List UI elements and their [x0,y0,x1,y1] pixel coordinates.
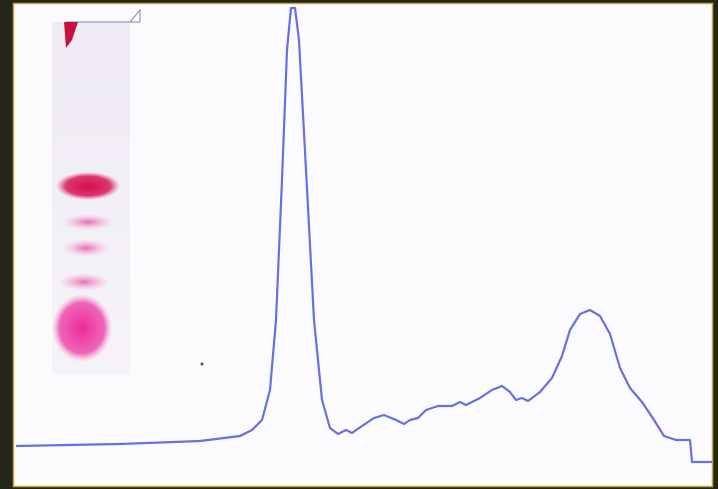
gel-strip [52,10,140,374]
band [62,214,114,230]
band [56,172,120,200]
photo [0,0,718,489]
band [52,294,112,362]
speck [201,363,204,366]
band [58,273,110,291]
band [62,239,110,257]
